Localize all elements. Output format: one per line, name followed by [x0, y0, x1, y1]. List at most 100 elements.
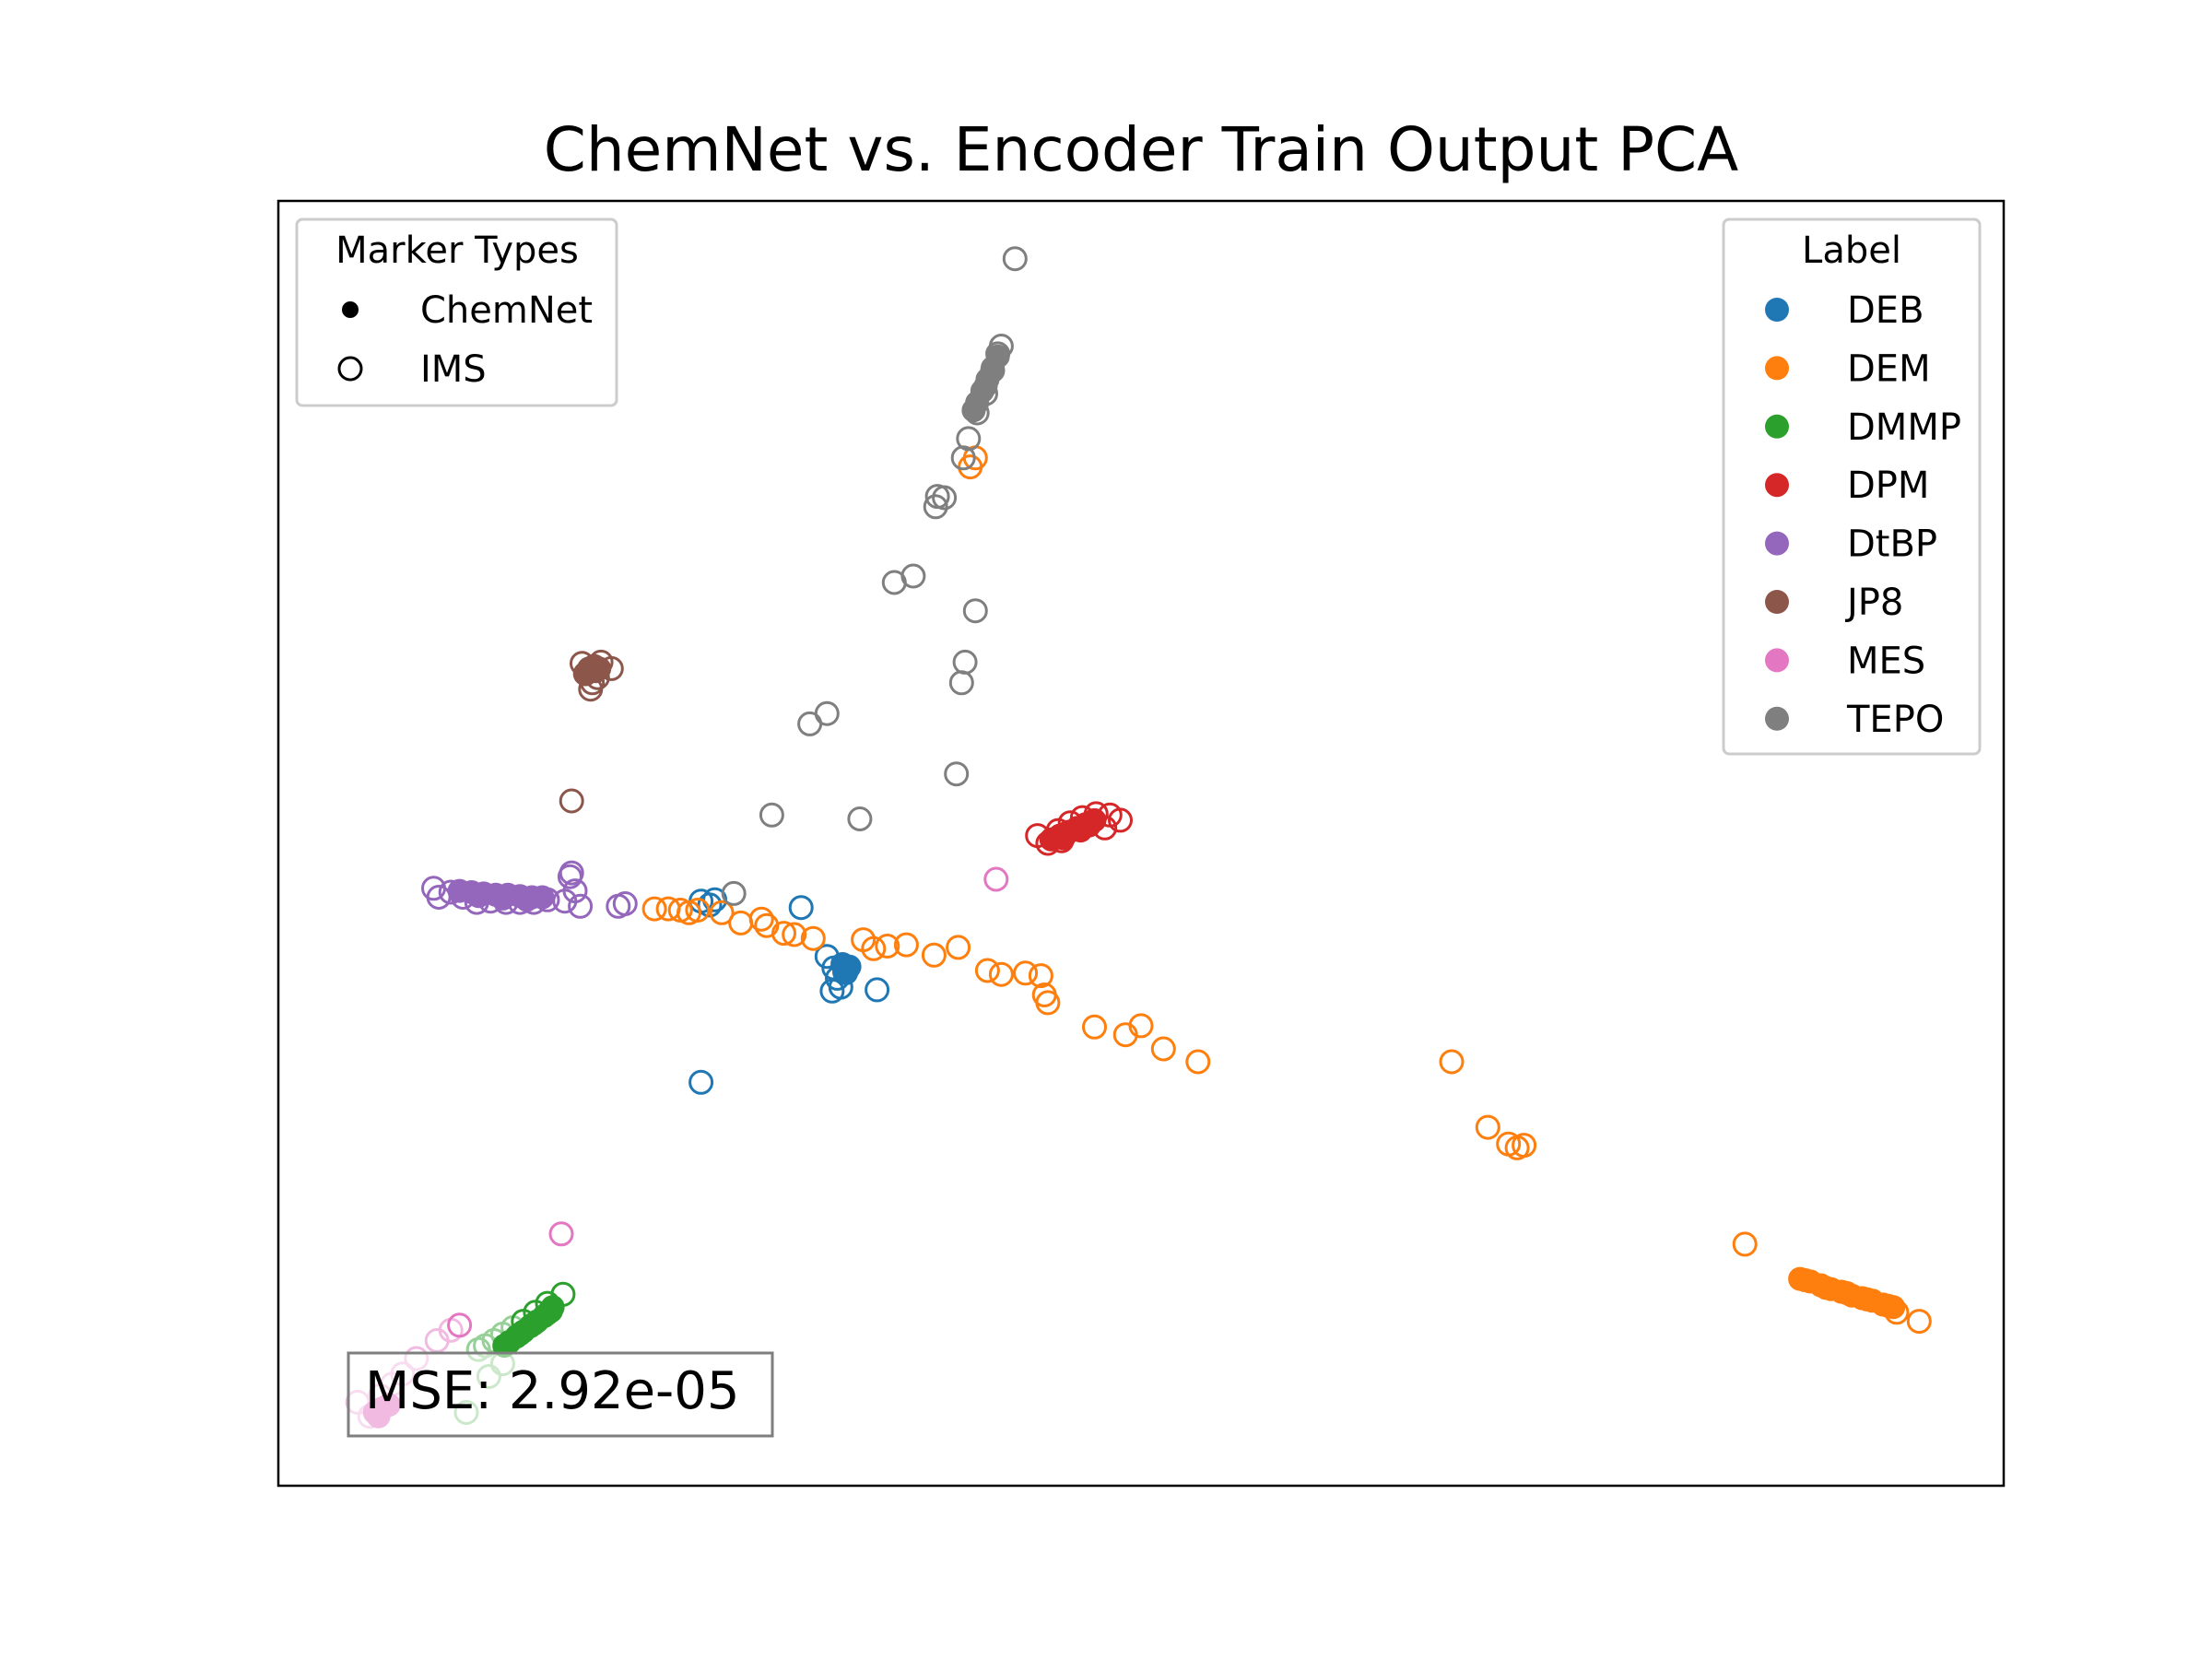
- marker-types-legend: Marker Types ChemNet IMS: [295, 218, 618, 407]
- tepo-ims-point: [944, 761, 970, 787]
- legend-label-tepo: TEPO: [1846, 699, 1944, 741]
- dem-ims-point: [771, 921, 796, 947]
- tepo-ims-point: [1002, 246, 1028, 272]
- legend-label-deb: DEB: [1847, 289, 1924, 332]
- dem-chemnet-point: [1814, 1276, 1839, 1300]
- dem-ims-point: [1082, 1014, 1107, 1040]
- series-tepo: [721, 246, 1028, 906]
- hollow-marker-icon: [337, 356, 363, 382]
- series-dem: [641, 445, 1932, 1335]
- legend-label-dtbp: DtBP: [1847, 524, 1937, 566]
- tepo-ims-point: [932, 485, 958, 511]
- dem-ims-point: [800, 925, 826, 951]
- marker-legend-box: [295, 218, 618, 407]
- dtbp-ims-point: [612, 891, 638, 916]
- dtbp-ims-point: [562, 878, 588, 904]
- mes-ims-point: [447, 1312, 473, 1338]
- jp8-chemnet-point: [587, 656, 612, 681]
- legend-marker-dmmp: [1765, 414, 1789, 439]
- tepo-ims-point: [814, 700, 840, 726]
- dem-ims-point: [1185, 1049, 1211, 1075]
- mes-ims-point: [983, 866, 1009, 892]
- chart-title: ChemNet vs. Encoder Train Output PCA: [544, 114, 1738, 185]
- dem-ims-point: [875, 934, 900, 959]
- dem-ims-point: [685, 898, 711, 923]
- dem-ims-point: [1028, 963, 1053, 989]
- tepo-ims-point: [948, 670, 974, 696]
- legend-label-dem: DEM: [1847, 347, 1931, 390]
- dem-ims-point: [921, 942, 947, 968]
- marker-legend-label-ims: IMS: [420, 348, 487, 391]
- label-legend-box: [1722, 218, 1982, 756]
- dtbp-chemnet-point: [514, 888, 539, 912]
- dem-ims-point: [1439, 1049, 1465, 1075]
- dem-ims-point: [1512, 1133, 1537, 1159]
- legend-marker-dem: [1765, 356, 1789, 381]
- dem-ims-point: [893, 932, 919, 958]
- legend-marker-deb: [1765, 298, 1789, 322]
- dpm-chemnet-point: [1077, 813, 1101, 838]
- legend-label-jp8: JP8: [1844, 582, 1903, 624]
- tepo-ims-point: [759, 802, 784, 828]
- filled-marker-icon: [342, 301, 359, 318]
- series-dpm: [1025, 801, 1133, 856]
- series-deb: [688, 887, 890, 1095]
- tepo-ims-point: [950, 445, 976, 471]
- label-legend-entries: DEB DEM DMMP DPM DtBP JP8 MES TEPO: [1765, 289, 1961, 741]
- dem-ims-point: [709, 900, 735, 925]
- dem-ims-point: [1475, 1114, 1500, 1140]
- dtbp-chemnet-point: [466, 884, 491, 909]
- tepo-chemnet-point: [973, 373, 998, 398]
- label-legend: Label DEB DEM DMMP DPM DtBP JP8 MES TEPO: [1722, 218, 1982, 756]
- mse-annotation-box: [347, 1351, 774, 1438]
- deb-ims-point: [865, 977, 890, 1003]
- marker-legend-label-chemnet: ChemNet: [420, 289, 593, 332]
- tepo-ims-point: [847, 806, 873, 831]
- deb-ims-point: [819, 978, 845, 1004]
- legend-label-dmmp: DMMP: [1847, 406, 1961, 449]
- dem-ims-point: [1128, 1013, 1154, 1039]
- points-layer: [345, 246, 1932, 1430]
- plot-area-frame: [276, 199, 2006, 1488]
- dem-ims-point: [1906, 1309, 1932, 1335]
- dem-ims-point: [728, 910, 754, 935]
- dem-ims-point: [946, 935, 971, 960]
- dem-ims-point: [861, 935, 887, 961]
- tepo-ims-point: [956, 426, 982, 452]
- deb-chemnet-point: [835, 957, 860, 982]
- dem-chemnet-point: [1834, 1280, 1859, 1305]
- dem-chemnet-point: [1855, 1287, 1880, 1312]
- label-legend-title: Label: [1802, 229, 1901, 272]
- legend-marker-mes: [1765, 648, 1789, 673]
- mse-annotation: MSE: 2.92e-05: [347, 1351, 774, 1438]
- dem-ims-point: [988, 961, 1014, 987]
- dem-chemnet-point: [1793, 1268, 1818, 1292]
- legend-label-mes: MES: [1847, 640, 1925, 682]
- dem-chemnet-point: [1876, 1293, 1900, 1318]
- dpm-ims-point: [1108, 807, 1133, 833]
- dem-ims-point: [974, 958, 1000, 983]
- dem-ims-point: [1013, 960, 1039, 986]
- tepo-ims-point: [923, 494, 948, 520]
- dtbp-ims-point: [559, 860, 584, 886]
- dmmp-chemnet-point: [540, 1295, 565, 1320]
- legend-marker-dpm: [1765, 473, 1789, 498]
- dem-ims-point: [782, 922, 807, 947]
- dtbp-chemnet-point: [490, 886, 515, 911]
- series-jp8: [559, 649, 624, 814]
- dem-ims-point: [1150, 1036, 1176, 1062]
- dem-ims-point: [1732, 1231, 1758, 1257]
- dtbp-ims-point: [568, 893, 594, 919]
- dem-ims-point: [1035, 990, 1061, 1016]
- dem-ims-point: [748, 906, 774, 932]
- dem-ims-point: [641, 896, 667, 922]
- legend-marker-tepo: [1765, 706, 1789, 731]
- marker-legend-title: Marker Types: [335, 229, 579, 272]
- jp8-ims-point: [559, 788, 584, 814]
- tepo-ims-point: [900, 563, 926, 589]
- tepo-chemnet-point: [985, 344, 1010, 369]
- deb-ims-point: [788, 895, 814, 921]
- legend-label-dpm: DPM: [1847, 465, 1929, 507]
- tepo-ims-point: [952, 649, 978, 675]
